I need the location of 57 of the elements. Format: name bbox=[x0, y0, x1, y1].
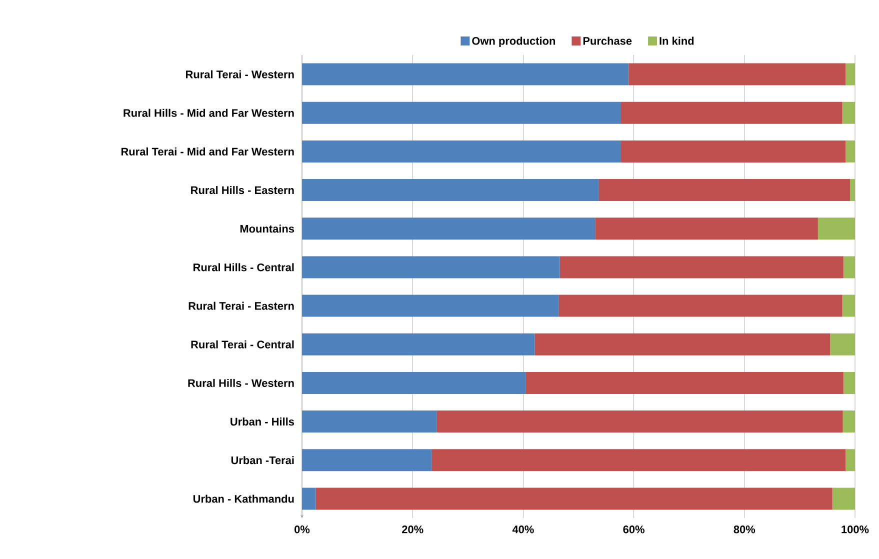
bar bbox=[850, 179, 856, 202]
bar bbox=[846, 63, 856, 86]
bar bbox=[302, 102, 621, 124]
y-tick-label: Rural Hills - Central bbox=[194, 263, 294, 272]
bar bbox=[316, 488, 832, 510]
y-tick-label: Urban - Kathmandu bbox=[193, 494, 294, 503]
bar bbox=[843, 256, 856, 278]
bar bbox=[830, 333, 856, 356]
bar bbox=[302, 218, 596, 240]
x-tick-label: 20% bbox=[402, 526, 424, 534]
bar bbox=[525, 372, 844, 394]
bar bbox=[302, 488, 316, 510]
y-tick-label: Rural Hills - Eastern bbox=[191, 186, 294, 194]
bar bbox=[436, 410, 843, 433]
bar bbox=[628, 63, 846, 86]
bar bbox=[302, 372, 526, 394]
y-tick-label: Urban -Terai bbox=[231, 456, 294, 464]
bar bbox=[302, 63, 628, 86]
y-tick-label: Rural Terai - Western bbox=[186, 70, 294, 78]
legend-label: In kind bbox=[660, 36, 694, 45]
bar bbox=[302, 179, 599, 202]
x-tick-label: 40% bbox=[512, 526, 534, 534]
bar bbox=[843, 372, 856, 394]
bar bbox=[842, 294, 856, 317]
bar bbox=[842, 102, 856, 124]
x-tick-label: 60% bbox=[623, 526, 644, 534]
bar bbox=[302, 410, 437, 433]
y-tick-label: Urban - Hills bbox=[230, 418, 294, 426]
bar bbox=[598, 179, 850, 202]
bar bbox=[818, 218, 856, 240]
bar bbox=[846, 449, 856, 472]
bar bbox=[620, 140, 846, 162]
bar bbox=[558, 294, 842, 317]
bar bbox=[302, 449, 432, 472]
y-tick-label: Rural Hills - Mid and Far Western bbox=[124, 108, 294, 117]
bar bbox=[832, 488, 856, 510]
legend-label: Purchase bbox=[583, 36, 632, 45]
bar bbox=[534, 333, 830, 356]
bar bbox=[842, 410, 856, 433]
x-tick-label: 100% bbox=[842, 526, 869, 534]
y-tick-label: Rural Terai - Eastern bbox=[188, 302, 294, 310]
x-tick-label: 80% bbox=[734, 526, 756, 534]
bar bbox=[431, 449, 846, 472]
bar bbox=[302, 333, 535, 356]
legend-label: Own production bbox=[472, 36, 556, 47]
bar bbox=[560, 256, 844, 278]
bar bbox=[302, 140, 621, 162]
bar bbox=[595, 218, 818, 240]
bar bbox=[302, 294, 559, 317]
bar bbox=[302, 256, 560, 278]
x-tick-label: 0% bbox=[294, 526, 310, 534]
y-tick-label: Rural Terai - Central bbox=[191, 340, 294, 348]
y-tick-label: Rural Hills - Western bbox=[188, 378, 294, 387]
y-tick-label: Rural Terai - Mid and Far Western bbox=[121, 147, 294, 156]
bar bbox=[620, 102, 842, 124]
bar bbox=[846, 140, 856, 162]
y-tick-label: Mountains bbox=[240, 224, 294, 233]
